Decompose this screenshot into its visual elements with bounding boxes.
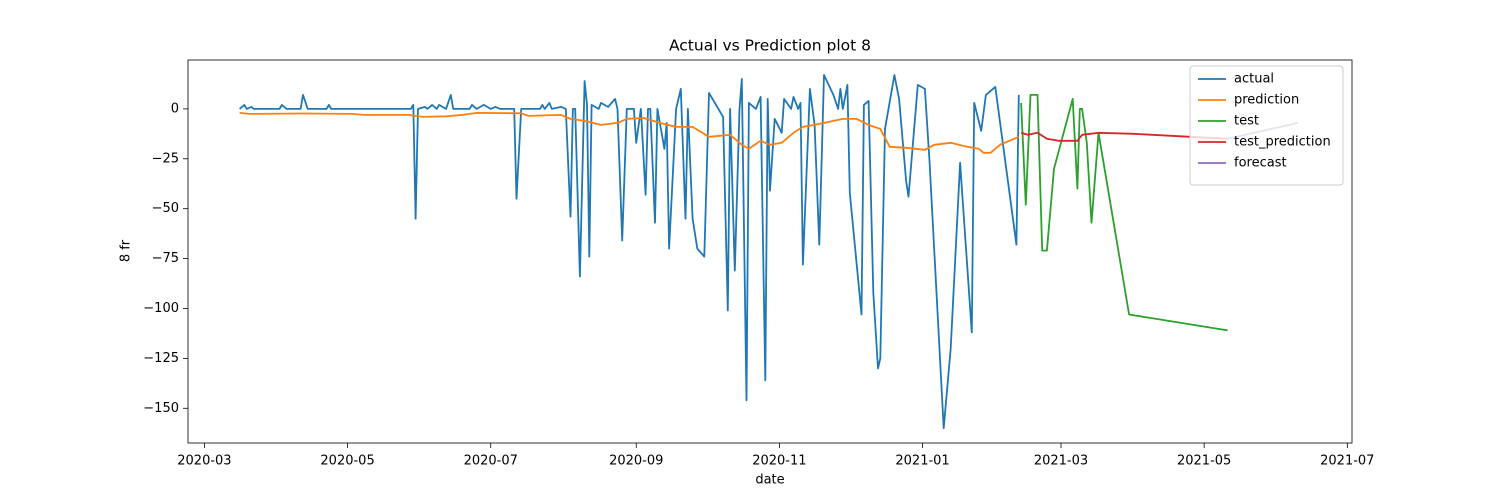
y-tick-label: −75 — [152, 251, 179, 266]
legend-label: forecast — [1234, 156, 1287, 171]
y-tick-label: −150 — [143, 401, 179, 416]
x-tick-label: 2021-05 — [1177, 454, 1231, 469]
x-tick-label: 2021-01 — [895, 454, 949, 469]
series-line — [239, 74, 1020, 430]
x-tick-label: 2021-03 — [1034, 454, 1088, 469]
x-axis-label: date — [755, 473, 784, 488]
x-tick-label: 2020-11 — [752, 454, 806, 469]
plot-frame — [187, 59, 1353, 444]
legend-label: test — [1234, 114, 1259, 129]
legend-label: test_prediction — [1234, 135, 1331, 150]
y-axis-label: 8 fr — [119, 239, 134, 262]
x-tick-label: 2020-07 — [464, 454, 518, 469]
y-tick-label: −50 — [152, 201, 179, 216]
legend-box — [1189, 65, 1344, 186]
chart-title: Actual vs Prediction plot 8 — [669, 37, 871, 55]
legend-label: actual — [1234, 72, 1274, 87]
series-line — [239, 112, 1020, 154]
series-line — [1020, 131, 1228, 142]
y-tick-label: −25 — [152, 151, 179, 166]
x-tick-label: 2020-09 — [609, 454, 663, 469]
x-tick-label: 2020-05 — [320, 454, 374, 469]
y-tick-label: 0 — [171, 101, 179, 116]
x-tick-label: 2021-07 — [1320, 454, 1374, 469]
series-line — [1020, 94, 1228, 332]
legend: actual prediction test test_predictionforec… — [1189, 65, 1344, 186]
x-tick-label: 2020-03 — [177, 454, 231, 469]
y-tick-label: −125 — [143, 351, 179, 366]
legend-label: prediction — [1234, 93, 1299, 108]
y-tick-label: −100 — [143, 301, 179, 316]
